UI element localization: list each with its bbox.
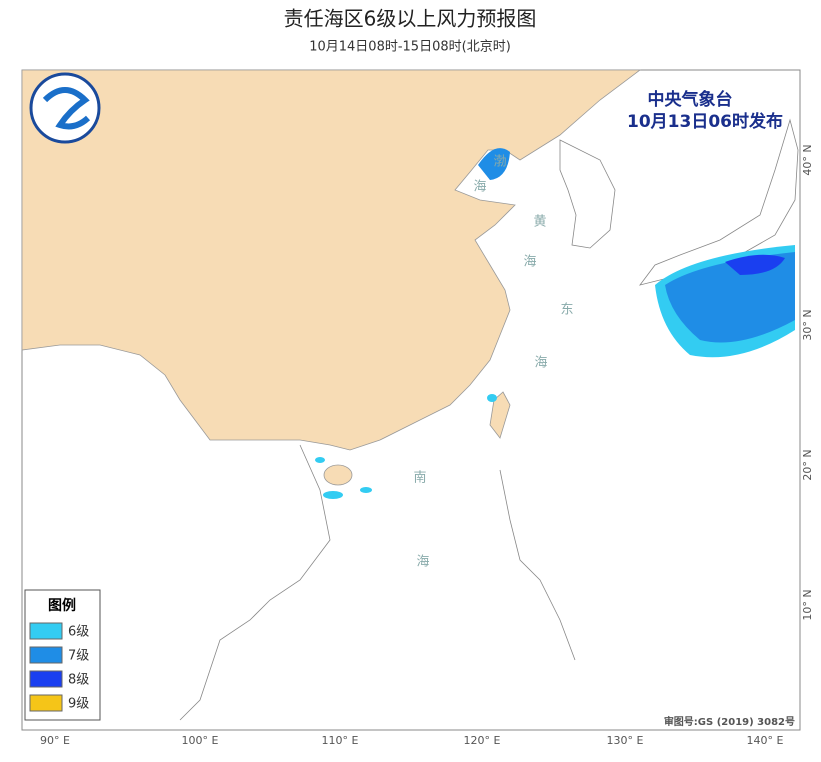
map-area <box>21 69 801 731</box>
latitude-label: 10° N <box>801 589 814 620</box>
legend-swatch <box>29 646 63 664</box>
land-philippines <box>499 469 576 661</box>
longitude-label: 120° E <box>464 734 501 747</box>
title: 责任海区6级以上风力预报图 <box>284 7 537 31</box>
wind-taiwan <box>487 394 497 402</box>
approval-number: 审图号:GS (2019) 3082号 <box>664 715 795 728</box>
logo-ring <box>29 72 101 144</box>
sea-label: 海 <box>473 180 486 195</box>
issuer-name: 中央气象台 <box>648 89 733 110</box>
sea-label: 海 <box>416 555 429 570</box>
legend-label: 6级 <box>68 625 89 640</box>
longitude-label: 140° E <box>747 734 784 747</box>
sea-label: 海 <box>534 356 547 371</box>
sea-label: 南 <box>413 470 426 486</box>
sea-label: 黄 <box>533 215 546 230</box>
legend-label: 7级 <box>68 649 89 664</box>
land-indochina <box>179 444 331 721</box>
issue-time: 10月13日06时发布 <box>627 111 783 132</box>
sea-label: 东 <box>560 303 573 318</box>
wind-south <box>360 487 372 493</box>
legend-swatch <box>29 694 63 712</box>
longitude-label: 130° E <box>607 734 644 747</box>
wind-japan-8 <box>725 254 785 275</box>
longitude-label: 90° E <box>40 734 70 747</box>
land-hainan <box>323 464 353 486</box>
wind-bohai <box>478 148 510 180</box>
logo <box>29 72 101 144</box>
sea-label: 渤 <box>493 154 506 170</box>
land-japan <box>639 118 799 286</box>
latitude-label: 30° N <box>801 309 814 340</box>
logo-mark <box>42 87 91 130</box>
wind-hainan2 <box>315 457 325 463</box>
wind-hainan <box>323 491 343 499</box>
subtitle: 10月14日08时-15日08时(北京时) <box>309 40 511 55</box>
legend: 图例 6级 7级 8级 9级 <box>24 589 101 721</box>
longitude-label: 110° E <box>322 734 359 747</box>
longitude-label: 100° E <box>182 734 219 747</box>
latitude-label: 40° N <box>801 144 814 175</box>
wind-japan-7 <box>665 252 795 343</box>
legend-label: 9级 <box>68 697 89 712</box>
legend-title: 图例 <box>48 597 76 614</box>
land-korea <box>559 139 616 249</box>
legend-swatch <box>29 622 63 640</box>
latitude-label: 20° N <box>801 449 814 480</box>
sea-label: 海 <box>523 255 536 270</box>
legend-label: 8级 <box>68 673 89 688</box>
legend-swatch <box>29 670 63 688</box>
